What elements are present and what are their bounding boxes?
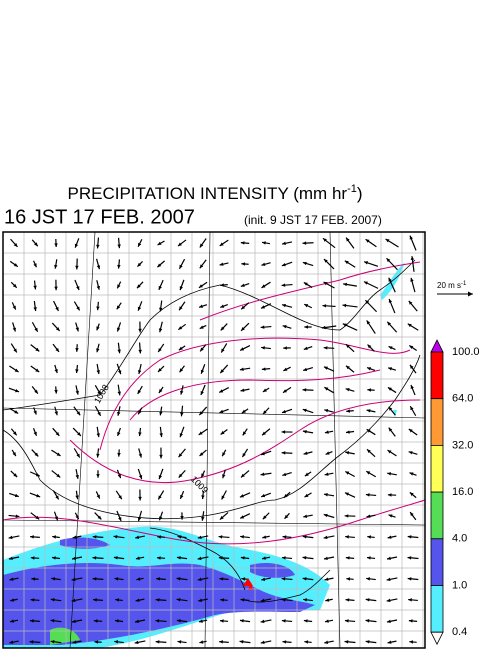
wind-scale-label: 20 m s-1: [437, 281, 467, 291]
colorbar-segment: [431, 399, 443, 446]
colorbar-segment: [431, 586, 443, 633]
colorbar-label: 32.0: [452, 439, 473, 451]
wind-scale-arrowhead: [468, 292, 473, 297]
wind-scale-sup: -1: [461, 281, 467, 287]
title-text: PRECIPITATION INTENSITY (mm hr: [67, 184, 347, 203]
map: 1008 1009: [3, 232, 425, 648]
title-close: ): [357, 184, 363, 203]
colorbar-bottom: [431, 632, 443, 644]
title: PRECIPITATION INTENSITY (mm hr-1): [67, 183, 362, 204]
colorbar-segment: [431, 352, 443, 399]
colorbar-label: 0.4: [452, 626, 467, 638]
colorbar-segment: [431, 445, 443, 492]
title-sup: -1: [347, 183, 357, 195]
colorbar-segment: [431, 492, 443, 539]
valid-time: 16 JST 17 FEB. 2007: [4, 206, 195, 228]
wind-scale: 20 m s-1: [437, 281, 473, 297]
colorbar-label: 1.0: [452, 579, 467, 591]
colorbar-label: 16.0: [452, 486, 473, 498]
colorbar-label: 64.0: [452, 393, 473, 405]
wind-scale-text: 20 m s: [437, 281, 461, 290]
colorbar: 100.0 64.0 32.0 16.0 4.0 1.0 0.4: [431, 340, 480, 644]
colorbar-label: 100.0: [452, 346, 480, 358]
colorbar-top: [431, 340, 443, 352]
colorbar-label: 4.0: [452, 533, 467, 545]
init-time: (init. 9 JST 17 FEB. 2007): [244, 213, 382, 227]
colorbar-segment: [431, 539, 443, 586]
